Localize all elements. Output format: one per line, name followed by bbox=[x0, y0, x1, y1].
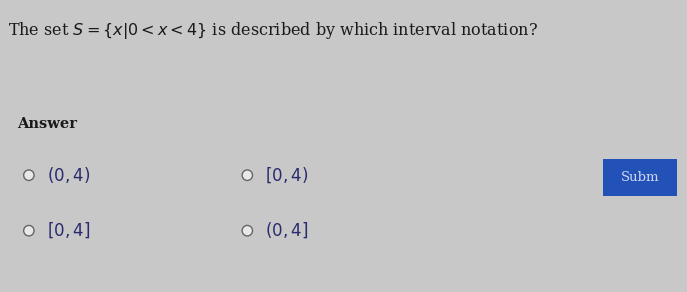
Ellipse shape bbox=[23, 170, 34, 180]
Text: Subm: Subm bbox=[621, 171, 660, 184]
Text: $(0, 4]$: $(0, 4]$ bbox=[265, 221, 308, 240]
Text: Answer: Answer bbox=[17, 117, 77, 131]
Ellipse shape bbox=[23, 225, 34, 236]
FancyBboxPatch shape bbox=[603, 159, 677, 196]
Ellipse shape bbox=[242, 170, 253, 180]
Text: The set $S = \{x|0 < x < 4\}$ is described by which interval notation?: The set $S = \{x|0 < x < 4\}$ is describ… bbox=[8, 20, 538, 41]
Ellipse shape bbox=[242, 225, 253, 236]
Text: $[0, 4)$: $[0, 4)$ bbox=[265, 166, 308, 185]
Text: $(0, 4)$: $(0, 4)$ bbox=[47, 165, 90, 185]
Text: $[0, 4]$: $[0, 4]$ bbox=[47, 221, 90, 240]
